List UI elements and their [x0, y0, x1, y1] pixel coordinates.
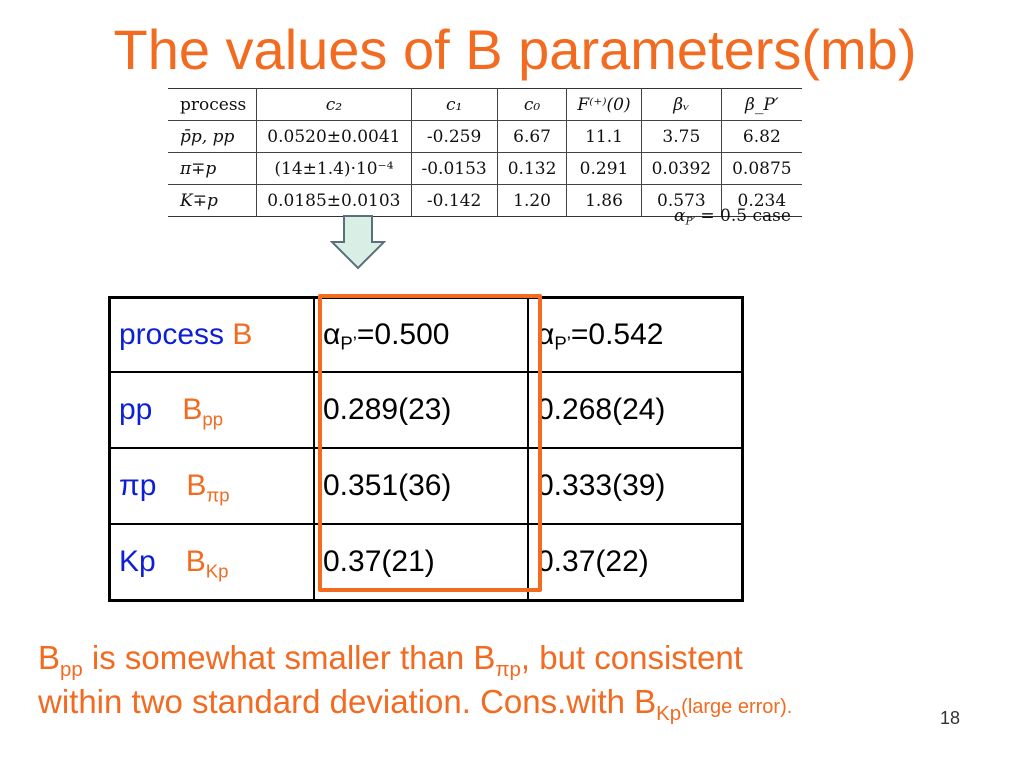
header-cell: c₂: [256, 88, 411, 121]
value-cell: 0.333(39): [527, 447, 744, 525]
process-label: pp: [119, 393, 153, 426]
parameters-table: process c₂ c₁ c₀ F⁽⁺⁾(0) βᵥ β_P′ p̄p, pp…: [168, 88, 802, 217]
process-cell: pp Bpp: [108, 371, 315, 449]
alpha-0500-header-cell: αP’=0.500: [313, 296, 529, 373]
table-header-row: process c₂ c₁ c₀ F⁽⁺⁾(0) βᵥ β_P′: [168, 88, 802, 121]
table-cell: 0.132: [496, 152, 567, 185]
value-cell: 0.351(36): [313, 447, 529, 525]
table-cell: 3.75: [640, 120, 722, 153]
b-header-label: B: [232, 318, 253, 351]
alpha-sub: P’: [554, 332, 571, 354]
process-cell: Kp BKp: [108, 523, 315, 602]
table-cell: 1.20: [496, 184, 567, 217]
table-row: K∓p 0.0185±0.0103 -0.142 1.20 1.86 0.573…: [168, 184, 802, 217]
caption-alpha: α: [674, 206, 686, 226]
table-cell: 0.0875: [721, 152, 802, 185]
table-row: p̄p, pp 0.0520±0.0041 -0.259 6.67 11.1 3…: [168, 120, 802, 153]
b-label: BKp: [185, 545, 229, 582]
alpha-sub: P’: [340, 332, 357, 354]
table-cell: 0.234: [721, 184, 802, 217]
table-cell: K∓p: [168, 184, 257, 217]
table-cell: (14±1.4)·10⁻⁴: [256, 152, 411, 185]
slide-title: The values of B parameters(mb): [113, 18, 917, 81]
table-cell: 0.0185±0.0103: [256, 184, 411, 217]
note-line-1: Bpp is somewhat smaller than Bπp, but co…: [38, 639, 743, 682]
table-row: Kp BKp 0.37(21) 0.37(22): [108, 523, 744, 602]
table-cell: -0.259: [410, 120, 498, 153]
table-cell: -0.142: [410, 184, 498, 217]
process-label: πp: [119, 469, 157, 502]
header-cell: c₁: [410, 88, 498, 121]
alpha-0542-header-cell: αP’=0.542: [527, 296, 744, 373]
table-row: πp Bπp 0.351(36) 0.333(39): [108, 447, 744, 525]
alpha-value: =0.542: [570, 318, 664, 351]
table-cell: π∓p: [168, 152, 257, 185]
table-cell: p̄p, pp: [168, 120, 257, 153]
table-cell: 0.573: [640, 184, 722, 217]
alpha-value: =0.500: [356, 318, 450, 351]
caption-alpha-sub: P′: [685, 215, 695, 228]
table-cell: 0.0392: [640, 152, 722, 185]
note-line-2: within two standard deviation. Cons.with…: [38, 683, 793, 726]
header-cell: βᵥ: [640, 88, 722, 121]
table-caption: αP′ = 0.5 case: [674, 206, 791, 228]
value-cell: 0.37(22): [527, 523, 744, 602]
header-cell: β_P′: [721, 88, 802, 121]
b-label: Bpp: [182, 393, 224, 430]
alpha-symbol: α: [537, 318, 555, 351]
table-header-row: process B αP’=0.500 αP’=0.542: [108, 296, 744, 373]
table-cell: 0.291: [566, 152, 642, 185]
b-label: Bπp: [186, 469, 230, 506]
table-cell: -0.0153: [410, 152, 498, 185]
table-cell: 1.86: [566, 184, 642, 217]
header-cell: F⁽⁺⁾(0): [566, 88, 642, 121]
alpha-symbol: α: [323, 318, 341, 351]
table-cell: 6.82: [721, 120, 802, 153]
caption-text: = 0.5 case: [694, 206, 791, 226]
process-header-cell: process B: [108, 296, 315, 373]
value-cell: 0.37(21): [313, 523, 529, 602]
header-cell: c₀: [496, 88, 567, 121]
table-cell: 11.1: [566, 120, 642, 153]
table-row: pp Bpp 0.289(23) 0.268(24): [108, 371, 744, 449]
b-parameters-table: process B αP’=0.500 αP’=0.542 pp Bpp 0.28…: [108, 296, 744, 602]
header-cell: process: [180, 94, 247, 115]
process-label: Kp: [119, 545, 156, 578]
conclusion-note: Bpp is somewhat smaller than Bπp, but co…: [38, 636, 792, 729]
value-cell: 0.289(23): [313, 371, 529, 449]
table-row: π∓p (14±1.4)·10⁻⁴ -0.0153 0.132 0.291 0.…: [168, 152, 802, 185]
page-number: 18: [940, 708, 961, 728]
table-cell: 0.0520±0.0041: [256, 120, 411, 153]
value-cell: 0.268(24): [527, 371, 744, 449]
table-cell: 6.67: [496, 120, 567, 153]
down-arrow-icon: [330, 215, 386, 270]
process-header-label: process: [119, 318, 225, 351]
process-cell: πp Bπp: [108, 447, 315, 525]
